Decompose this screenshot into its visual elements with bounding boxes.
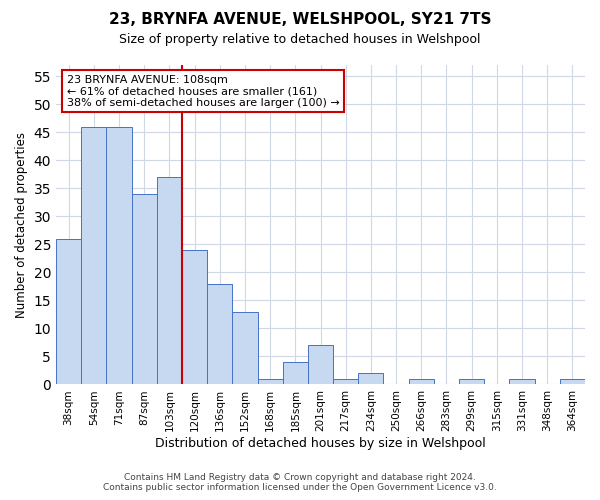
Text: Size of property relative to detached houses in Welshpool: Size of property relative to detached ho… bbox=[119, 32, 481, 46]
Bar bbox=[81, 126, 106, 384]
Bar bbox=[459, 379, 484, 384]
Bar bbox=[308, 345, 333, 385]
Y-axis label: Number of detached properties: Number of detached properties bbox=[15, 132, 28, 318]
Bar bbox=[207, 284, 232, 384]
Bar bbox=[409, 379, 434, 384]
Bar bbox=[106, 126, 131, 384]
Text: 23, BRYNFA AVENUE, WELSHPOOL, SY21 7TS: 23, BRYNFA AVENUE, WELSHPOOL, SY21 7TS bbox=[109, 12, 491, 28]
Bar bbox=[56, 238, 81, 384]
Text: 23 BRYNFA AVENUE: 108sqm
← 61% of detached houses are smaller (161)
38% of semi-: 23 BRYNFA AVENUE: 108sqm ← 61% of detach… bbox=[67, 74, 340, 108]
Bar bbox=[333, 379, 358, 384]
Bar bbox=[509, 379, 535, 384]
Bar bbox=[358, 373, 383, 384]
Bar bbox=[182, 250, 207, 384]
Bar bbox=[131, 194, 157, 384]
X-axis label: Distribution of detached houses by size in Welshpool: Distribution of detached houses by size … bbox=[155, 437, 486, 450]
Bar bbox=[232, 312, 257, 384]
Bar bbox=[560, 379, 585, 384]
Text: Contains HM Land Registry data © Crown copyright and database right 2024.
Contai: Contains HM Land Registry data © Crown c… bbox=[103, 473, 497, 492]
Bar bbox=[257, 379, 283, 384]
Bar bbox=[283, 362, 308, 384]
Bar bbox=[157, 177, 182, 384]
